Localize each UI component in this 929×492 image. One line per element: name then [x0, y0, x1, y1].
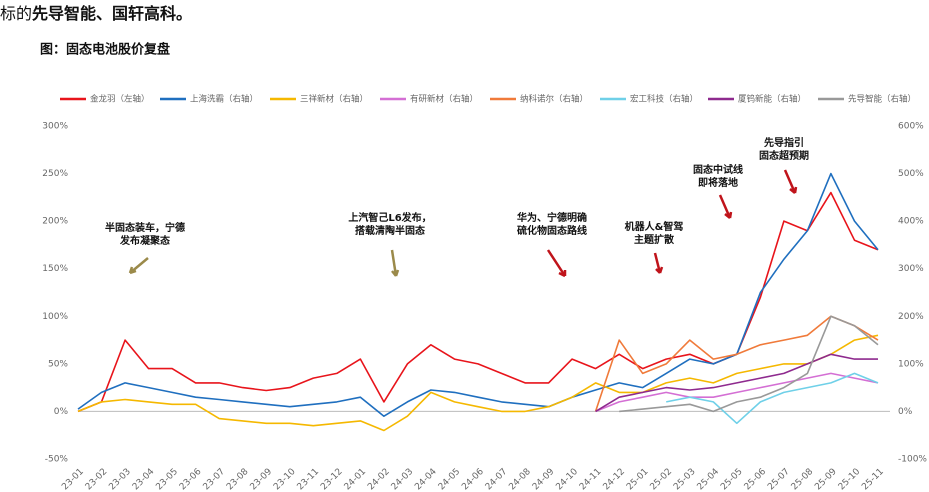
x-tick-label: 25-04	[696, 467, 722, 492]
lead-text: 标的先导智能、国轩高科。	[0, 4, 192, 23]
x-tick-label: 25-06	[743, 467, 769, 492]
x-tick-label: 25-03	[672, 467, 698, 492]
x-tick-label: 25-09	[813, 467, 839, 492]
arrow	[128, 257, 149, 275]
x-tick-label: 23-11	[296, 467, 322, 492]
series-line	[595, 353, 878, 413]
y-tick-label: 150%	[42, 264, 68, 274]
x-tick-label: 25-01	[625, 467, 651, 492]
x-tick-label: 23-12	[319, 467, 345, 492]
arrow	[783, 169, 798, 194]
x-tick-label: 25-08	[790, 467, 816, 492]
x-tick-label: 23-09	[249, 467, 275, 492]
x-tick-label: 25-07	[766, 467, 792, 492]
series-line	[595, 372, 879, 413]
x-tick-label: 23-02	[84, 467, 110, 492]
annotation: 先导指引	[764, 136, 804, 149]
annotation: 上汽智己L6发布，	[348, 211, 431, 224]
x-tick-label: 25-02	[649, 467, 675, 492]
annotation: 华为、宁德明确	[517, 211, 587, 224]
x-tick-label: 23-04	[131, 467, 157, 492]
annotation: 即将落地	[698, 176, 738, 189]
y-tick-label: 250%	[42, 169, 68, 179]
legend-label: 纳科诺尔（右轴）	[520, 94, 588, 105]
x-tick-label: 24-02	[366, 467, 392, 492]
legend-label: 先导智能（右轴）	[848, 94, 916, 105]
y2-tick-label: 600%	[898, 122, 924, 132]
series-line	[594, 315, 879, 412]
legend-label: 宏工科技（右轴）	[630, 94, 698, 105]
x-tick-label: 25-11	[860, 467, 886, 492]
y-tick-label: 300%	[42, 122, 68, 132]
arrow	[653, 252, 664, 274]
annotation: 主题扩散	[634, 233, 675, 246]
annotation: 半固态装车，宁德	[105, 221, 185, 234]
x-tick-label: 23-08	[225, 467, 251, 492]
x-tick-label: 24-12	[601, 467, 627, 492]
x-tick-label: 24-08	[507, 467, 533, 492]
x-tick-label: 24-01	[343, 467, 369, 492]
x-tick-label: 23-01	[60, 467, 86, 492]
arrow	[718, 194, 733, 219]
x-tick-label: 24-06	[460, 467, 486, 492]
series-line	[619, 315, 879, 413]
arrow	[546, 249, 567, 278]
y-tick-label: 200%	[42, 217, 68, 227]
series-line	[666, 372, 879, 425]
x-tick-label: 23-06	[178, 467, 204, 492]
series-line	[77, 334, 879, 432]
y2-tick-label: 300%	[898, 264, 924, 274]
x-tick-label: 23-05	[154, 467, 180, 492]
y-tick-label: -50%	[45, 455, 69, 465]
legend-label: 上海洗霸（右轴）	[190, 94, 258, 105]
x-tick-label: 25-10	[837, 467, 863, 492]
lead: 标的	[0, 4, 32, 23]
y2-tick-label: 400%	[898, 217, 924, 227]
annotation: 机器人&智驾	[625, 220, 684, 233]
x-tick-label: 24-09	[531, 467, 557, 492]
arrow	[390, 249, 400, 277]
x-tick-label: 24-05	[437, 467, 463, 492]
legend-label: 三祥新材（右轴）	[300, 94, 368, 105]
x-tick-label: 23-07	[201, 467, 227, 492]
legend-label: 厦钨新能（右轴）	[738, 94, 806, 105]
y-tick-label: 100%	[42, 312, 68, 322]
annotation: 搭载清陶半固态	[355, 224, 425, 237]
legend-label: 金龙羽（左轴）	[90, 94, 150, 105]
x-tick-label: 24-04	[413, 467, 439, 492]
y2-tick-label: 100%	[898, 359, 924, 369]
series-line	[77, 172, 879, 417]
x-tick-label: 24-10	[554, 467, 580, 492]
y-tick-label: 50%	[48, 359, 68, 369]
x-tick-label: 24-03	[390, 467, 416, 492]
annotation: 固态超预期	[759, 149, 809, 162]
y-tick-label: 0%	[54, 407, 69, 417]
x-tick-label: 23-03	[107, 467, 133, 492]
figure-title: 图：固态电池股价复盘	[40, 42, 170, 58]
y2-tick-label: 200%	[898, 312, 924, 322]
x-tick-label: 24-11	[578, 467, 604, 492]
x-tick-label: 23-10	[272, 467, 298, 492]
annotation: 硫化物固态路线	[517, 224, 587, 237]
y2-tick-label: -100%	[898, 455, 927, 465]
y2-tick-label: 0%	[898, 407, 913, 417]
x-tick-label: 25-05	[719, 467, 745, 492]
legend-label: 有研新材（右轴）	[410, 94, 478, 105]
y2-tick-label: 500%	[898, 169, 924, 179]
x-tick-label: 24-07	[484, 467, 510, 492]
lead-bold: 先导智能、国轩高科。	[32, 4, 192, 23]
annotation: 固态中试线	[693, 163, 743, 176]
annotation: 发布凝聚态	[119, 234, 170, 247]
